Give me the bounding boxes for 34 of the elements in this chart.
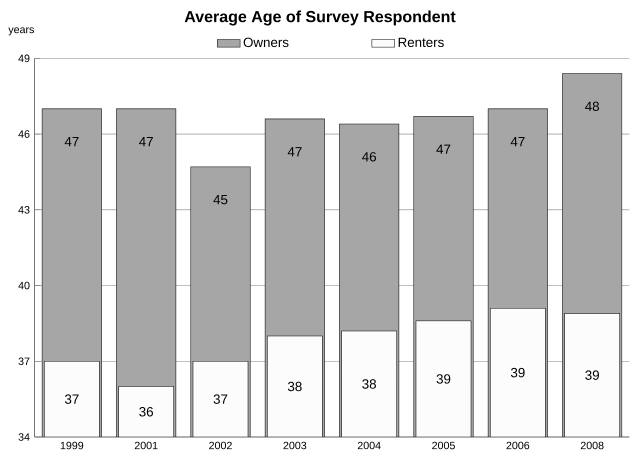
y-tick-label: 40 [18,282,30,290]
y-tick-label: 34 [18,433,30,441]
x-tick-label: 2008 [580,442,604,450]
x-tick-label: 2001 [134,442,158,450]
data-label: 47 [510,137,525,146]
data-label: 37 [64,394,79,404]
legend-label: Owners [244,38,288,48]
legend-label: Renters [398,38,444,48]
data-label: 48 [585,102,600,112]
x-tick-label: 2002 [209,442,232,450]
data-label: 39 [585,370,599,380]
data-label: 36 [139,407,154,416]
data-label: 37 [214,394,228,404]
data-label: 45 [213,195,228,204]
y-tick-label: 49 [18,54,30,62]
data-label: 38 [288,382,302,392]
x-tick-label: 2005 [432,442,455,450]
data-label: 38 [362,379,376,389]
data-label: 47 [64,137,79,146]
chart-title: Average Age of Survey Respondent [184,10,456,26]
data-label: 47 [436,144,450,154]
y-tick-label: 37 [18,357,30,366]
data-label: 47 [288,147,302,156]
x-tick-label: 2003 [284,442,306,450]
y-axis-title: years [8,27,34,36]
y-tick-label: 46 [18,130,30,138]
x-tick-label: 2006 [506,442,530,450]
data-label: 39 [510,368,525,378]
data-label: 47 [139,137,153,146]
data-label: 46 [362,152,376,162]
x-tick-label: 2004 [358,442,381,450]
y-tick-label: 43 [18,206,30,214]
x-tick-label: 1999 [60,442,84,450]
data-label: 39 [436,374,450,384]
